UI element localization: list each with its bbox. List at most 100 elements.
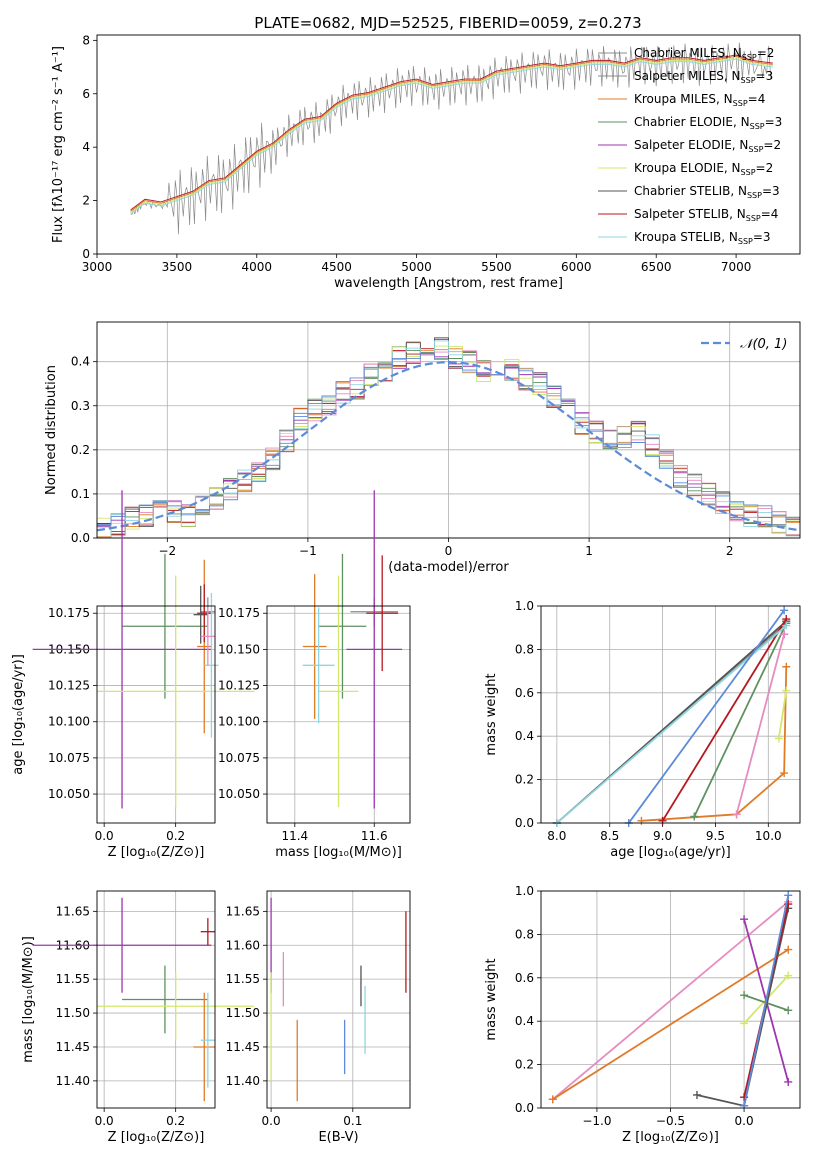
legend-entry: Chabrier STELIB, NSSP=3 — [634, 184, 780, 200]
model-spectrum-line — [130, 58, 773, 215]
legend-subscript: SSP — [741, 168, 756, 177]
x-tick-label: 2 — [726, 544, 734, 558]
y-tick-label: 11.50 — [56, 1006, 90, 1020]
legend-nssp: =4 — [748, 92, 766, 106]
x-tick-label: 0 — [445, 544, 453, 558]
x-tick-label: 3500 — [162, 260, 193, 274]
legend-label: Chabrier ELODIE, N — [634, 115, 750, 129]
legend-label: Salpeter STELIB, N — [634, 207, 746, 221]
mass-weight-marker — [740, 1019, 749, 1028]
x-tick-label: 7000 — [721, 260, 752, 274]
x-tick-label: −1.0 — [582, 1114, 611, 1128]
x-tick-label: 0.2 — [166, 1114, 185, 1128]
x-tick-label: 0.0 — [95, 1114, 114, 1128]
y-tick-label: 10.150 — [218, 642, 260, 656]
y-tick-label: 0.6 — [515, 971, 534, 985]
y-tick-label: 11.60 — [226, 938, 260, 952]
mass-weight-marker — [690, 812, 699, 821]
legend-subscript: SSP — [747, 191, 762, 200]
x-tick-label: 0.2 — [166, 829, 185, 843]
legend-entry: Kroupa ELODIE, NSSP=2 — [634, 161, 773, 177]
y-tick-label: 11.45 — [226, 1040, 260, 1054]
legend-nssp: =2 — [757, 46, 775, 60]
x-axis-label: Z [log₁₀(Z/Z⊙)] — [108, 1130, 205, 1145]
mass-weight-line — [661, 618, 788, 822]
axes-frame — [540, 605, 801, 824]
mass-weight-line — [693, 622, 788, 817]
y-tick-label: 1.0 — [515, 599, 534, 613]
y-tick-label: 0.2 — [71, 443, 90, 457]
mass-weight-marker — [548, 1095, 557, 1104]
x-tick-label: −1 — [299, 544, 317, 558]
legend-label: Salpeter ELODIE, N — [634, 138, 748, 152]
mass-weight-line — [777, 690, 788, 739]
legend-subscript: SSP — [738, 237, 753, 246]
y-tick-label: 0.0 — [515, 1101, 534, 1115]
y-tick-label: 0.8 — [515, 642, 534, 656]
model-spectrum-line — [130, 57, 773, 213]
panel-residuals: −2 −1 0 1 2 0.0 0.1 0.2 0.3 0.4 (data-model)/error… — [44, 321, 801, 575]
y-tick-label: 10.125 — [48, 679, 90, 693]
x-axis-label: mass [log₁₀(M/M⊙)] — [275, 845, 402, 860]
y-tick-label: 11.65 — [56, 904, 90, 918]
legend-entry: Chabrier MILES, NSSP=2 — [634, 46, 774, 62]
x-tick-label: −0.5 — [656, 1114, 685, 1128]
x-tick-label: 0.0 — [95, 829, 114, 843]
x-tick-label: 3000 — [82, 260, 113, 274]
legend-subscript: SSP — [750, 122, 765, 131]
y-tick-label: 10.175 — [48, 606, 90, 620]
legend-nssp: =4 — [761, 207, 779, 221]
mass-weight-marker — [740, 1101, 749, 1110]
panel-mw_age: 8.0 8.5 9.0 9.5 10.0 0.0 0.2 0.4 0.6 0.8 1.0 age [l… — [484, 599, 801, 860]
x-tick-label: 8.5 — [600, 829, 619, 843]
x-tick-label: 6000 — [561, 260, 592, 274]
y-tick-label: 0.8 — [515, 927, 534, 941]
residual-histogram — [97, 350, 800, 539]
y-axis-label: Flux [fλ10⁻¹⁷ erg cm⁻² s⁻¹ A⁻¹] — [51, 46, 66, 243]
legend-label: Chabrier STELIB, N — [634, 184, 747, 198]
y-axis-label: mass weight — [484, 673, 499, 755]
legend-entry: Salpeter MILES, NSSP=3 — [634, 69, 773, 85]
mass-weight-marker — [782, 662, 791, 671]
mass-weight-marker — [658, 816, 667, 825]
axes-frame — [96, 890, 216, 1109]
x-tick-label: 9.0 — [653, 829, 672, 843]
legend-label: Kroupa STELIB, N — [634, 230, 738, 244]
x-tick-label: 5000 — [401, 260, 432, 274]
mass-weight-line — [628, 609, 785, 824]
legend-nssp: =3 — [756, 69, 774, 83]
y-tick-label: 10.125 — [218, 679, 260, 693]
legend-label: Salpeter MILES, N — [634, 69, 741, 83]
x-tick-label: 6500 — [641, 260, 672, 274]
mass-weight-marker — [780, 769, 789, 778]
panel-mw_z: −1.0 −0.5 0.0 0.0 0.2 0.4 0.6 0.8 1.0 Z [log₁₀(Z/… — [484, 884, 801, 1145]
y-axis-label: Normed distribution — [44, 365, 59, 495]
legend-entry: Salpeter STELIB, NSSP=4 — [634, 207, 778, 223]
legend-subscript: SSP — [742, 53, 757, 62]
panel-spectrum: 3000 3500 4000 4500 5000 5500 6000 6500 7000 0 2 4 6… — [51, 33, 801, 291]
mass-weight-marker — [780, 606, 789, 615]
legend-subscript: SSP — [748, 145, 763, 154]
mass-weight-line — [552, 948, 789, 1101]
y-tick-label: 11.65 — [226, 904, 260, 918]
y-tick-label: 10.100 — [218, 715, 260, 729]
x-tick-label: 11.4 — [281, 829, 308, 843]
mass-weight-line — [735, 633, 786, 815]
normal-curve — [96, 361, 801, 532]
y-tick-label: 11.40 — [226, 1074, 260, 1088]
y-tick-label: 10.100 — [48, 715, 90, 729]
x-tick-label: 0.0 — [735, 1114, 754, 1128]
x-axis-label: E(B-V) — [318, 1130, 358, 1145]
x-axis-label: Z [log₁₀(Z/Z⊙)] — [108, 845, 205, 860]
axes-frame — [96, 321, 801, 539]
x-axis-label: age [log₁₀(age/yr)] — [610, 845, 731, 860]
x-axis-label: (data-model)/error — [388, 560, 509, 575]
x-tick-label: 0.1 — [343, 1114, 362, 1128]
x-axis-label: wavelength [Angstrom, rest frame] — [334, 276, 563, 291]
x-tick-label: 9.5 — [706, 829, 725, 843]
x-tick-label: 1 — [585, 544, 593, 558]
x-tick-label: 4000 — [241, 260, 272, 274]
mass-weight-marker — [784, 891, 793, 900]
